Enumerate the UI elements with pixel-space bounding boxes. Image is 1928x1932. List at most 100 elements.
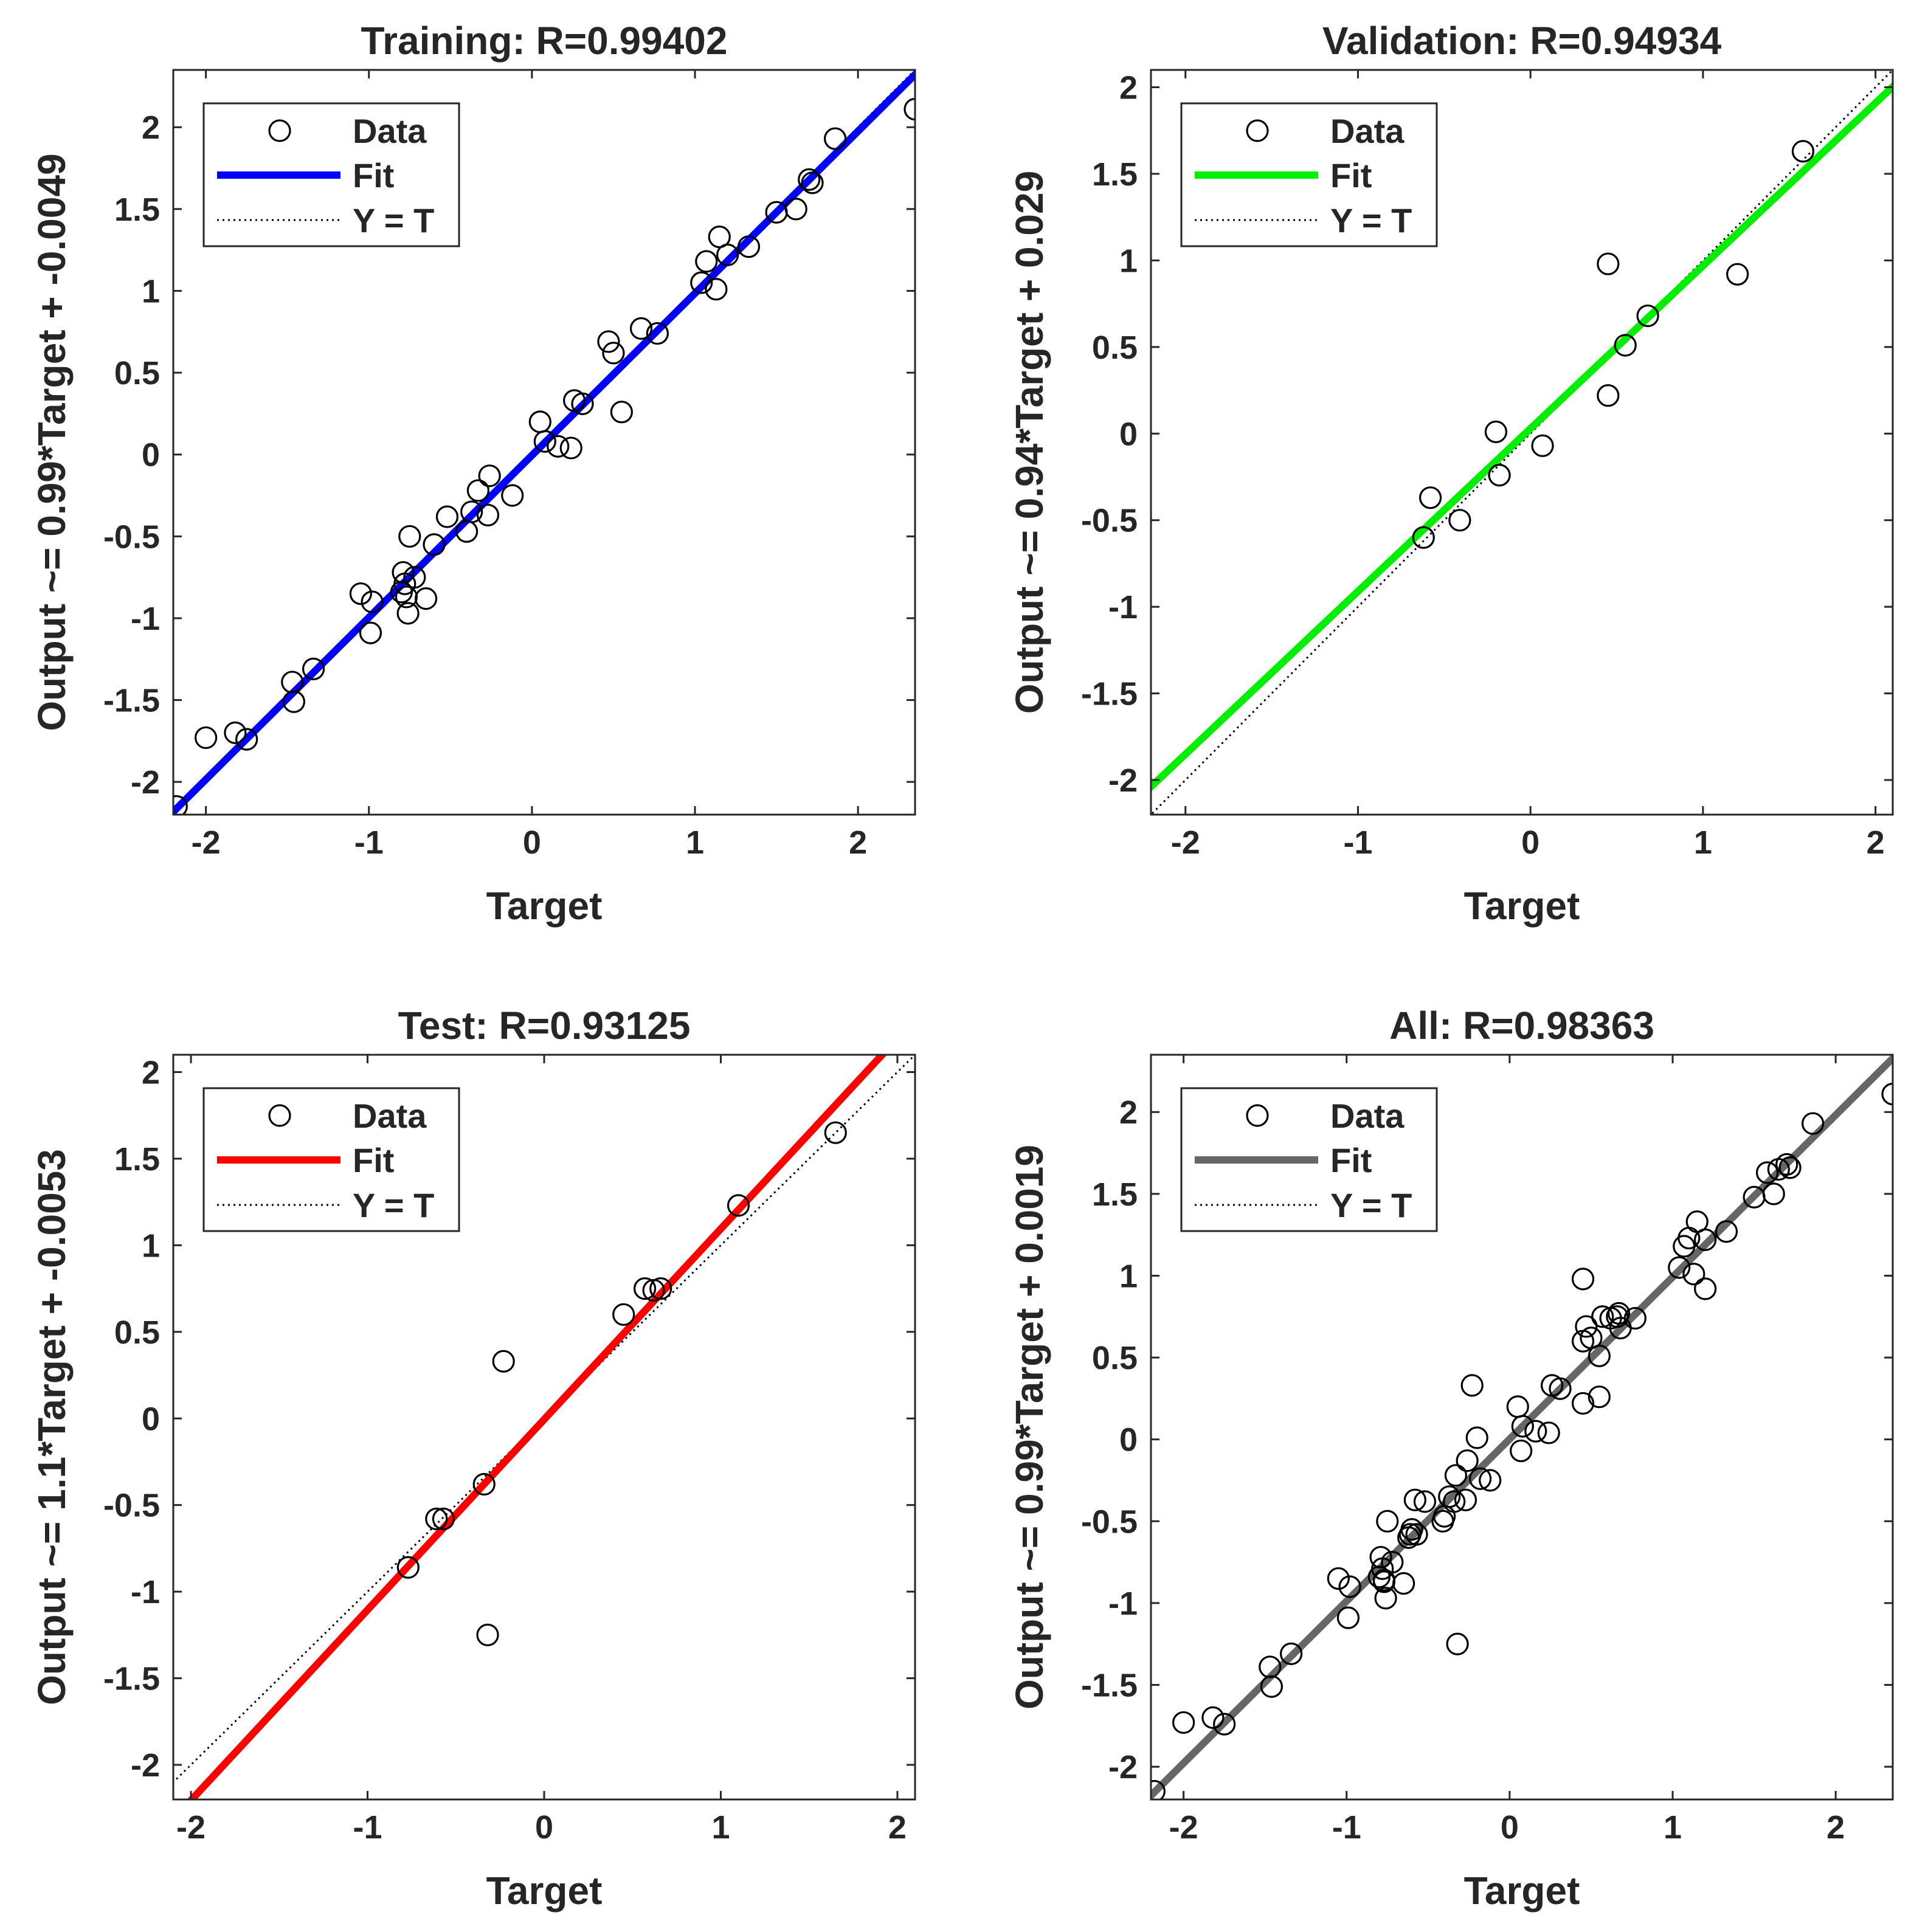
y-tick-label: 0.5 xyxy=(1092,1340,1138,1376)
y-tick-label: 1 xyxy=(142,273,160,309)
legend-data-marker xyxy=(268,1104,291,1127)
data-point xyxy=(798,168,821,191)
data-point xyxy=(1694,1228,1717,1251)
y-tick-label: -1 xyxy=(131,601,160,637)
data-point xyxy=(824,127,847,150)
y-axis-label: Output ~= 0.99*Target + 0.0019 xyxy=(1007,1145,1051,1709)
data-point xyxy=(904,98,915,121)
fit-line xyxy=(187,1055,888,1799)
data-point xyxy=(1597,252,1620,275)
data-point xyxy=(1682,1263,1705,1286)
data-point xyxy=(1636,304,1659,328)
data-point xyxy=(1510,1439,1533,1463)
axes-box xyxy=(1150,1054,1894,1801)
data-point xyxy=(629,317,653,340)
data-point xyxy=(1151,1779,1166,1799)
x-tick-label: -1 xyxy=(354,824,384,861)
x-tick-label: -2 xyxy=(1171,824,1200,861)
y-tick-label: -0.5 xyxy=(103,1488,160,1524)
y-tick-label: 2 xyxy=(142,109,160,146)
data-point xyxy=(423,533,446,556)
legend-identity-label: Y = T xyxy=(1330,1186,1412,1224)
x-tick-label: 0 xyxy=(535,1809,553,1846)
legend-fit-label: Fit xyxy=(353,1141,394,1179)
fit-line xyxy=(173,70,915,815)
x-axis-label: Target xyxy=(486,884,603,928)
data-point xyxy=(392,561,415,584)
data-point xyxy=(1791,140,1815,163)
y-tick-label: -2 xyxy=(1108,1749,1138,1785)
legend-identity-label: Y = T xyxy=(353,1186,434,1224)
y-tick-label: 1.5 xyxy=(114,1141,160,1178)
x-tick-label: -2 xyxy=(1169,1809,1198,1846)
data-point xyxy=(1446,1632,1469,1655)
y-tick-label: 1 xyxy=(142,1227,160,1264)
legend-identity-label: Y = T xyxy=(1330,201,1412,240)
data-point xyxy=(1419,486,1442,509)
y-tick-label: -1.5 xyxy=(1081,1668,1138,1704)
legend: Data Fit Y = T xyxy=(202,102,460,247)
y-axis-label: Output ~= 1.1*Target + -0.0053 xyxy=(30,1149,74,1705)
y-tick-label: -1 xyxy=(1108,589,1138,626)
data-point xyxy=(533,430,556,453)
axes-box xyxy=(172,69,916,816)
data-point xyxy=(801,171,824,195)
legend-fit-label: Fit xyxy=(353,156,394,195)
y-tick-label: 0 xyxy=(142,1401,160,1437)
legend-data-label: Data xyxy=(1330,112,1405,150)
y-tick-label: -2 xyxy=(131,1747,160,1784)
y-tick-label: 0.5 xyxy=(114,1314,160,1351)
y-tick-label: -0.5 xyxy=(103,519,160,555)
data-point xyxy=(1802,1112,1825,1135)
fit-line xyxy=(1151,1055,1893,1799)
data-point xyxy=(1778,1156,1802,1179)
data-point xyxy=(784,198,807,221)
data-point xyxy=(1614,334,1637,357)
data-point xyxy=(612,1303,635,1326)
data-point xyxy=(432,1507,455,1531)
data-point xyxy=(349,582,372,605)
y-tick-label: -1 xyxy=(1108,1585,1138,1622)
data-point xyxy=(1694,1277,1717,1300)
data-point xyxy=(1444,1464,1468,1487)
data-point xyxy=(1597,384,1620,407)
data-point xyxy=(1606,1305,1629,1328)
data-point xyxy=(395,585,418,609)
data-point xyxy=(1260,1675,1284,1698)
data-point xyxy=(302,657,325,680)
data-points xyxy=(173,98,915,815)
data-point xyxy=(1403,1488,1426,1511)
x-tick-label: 1 xyxy=(686,824,704,861)
data-point xyxy=(1338,1575,1361,1598)
y-tick-label: -2 xyxy=(1108,762,1138,799)
data-point xyxy=(649,1277,672,1300)
data-point xyxy=(1336,1606,1360,1629)
legend: Data Fit Y = T xyxy=(1180,102,1438,247)
data-point xyxy=(1327,1567,1350,1590)
chart-panel-1: -2 -1 0 1 2 -2 -1.5 -1 -0.5 0 0.5 1 1.5 2 Training: R=… xyxy=(30,19,916,928)
x-tick-label: -1 xyxy=(1332,1809,1361,1846)
data-point xyxy=(501,484,524,507)
data-point xyxy=(195,726,218,750)
data-point xyxy=(1460,1374,1484,1397)
y-tick-label: 2 xyxy=(142,1054,160,1091)
y-tick-label: -1.5 xyxy=(103,1661,160,1697)
data-point xyxy=(282,690,306,713)
data-point xyxy=(1591,1305,1614,1328)
y-tick-label: 0.5 xyxy=(1092,329,1138,366)
legend-data-marker xyxy=(1246,119,1269,142)
y-tick-label: 0.5 xyxy=(114,355,160,392)
data-point xyxy=(361,590,384,613)
y-tick-label: 2 xyxy=(1119,69,1138,106)
data-point xyxy=(466,479,490,502)
fit-line xyxy=(1151,81,1893,792)
data-point xyxy=(396,602,420,625)
data-point xyxy=(1213,1713,1236,1736)
data-point xyxy=(1431,1509,1454,1533)
y-tick-label: -1 xyxy=(131,1574,160,1610)
y-tick-label: -0.5 xyxy=(1081,1503,1138,1540)
x-tick-label: -1 xyxy=(1343,824,1372,861)
legend-data-label: Data xyxy=(353,112,427,150)
data-point xyxy=(1372,1568,1396,1592)
x-tick-label: 0 xyxy=(1501,1809,1519,1846)
